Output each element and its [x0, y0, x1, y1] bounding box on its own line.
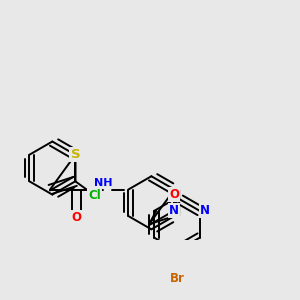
- Text: Cl: Cl: [88, 189, 101, 202]
- Text: S: S: [70, 148, 80, 161]
- Text: N: N: [200, 205, 210, 218]
- Text: O: O: [169, 188, 179, 201]
- Text: Br: Br: [169, 272, 184, 285]
- Text: N: N: [169, 204, 179, 217]
- Text: O: O: [72, 211, 82, 224]
- Text: NH: NH: [94, 178, 112, 188]
